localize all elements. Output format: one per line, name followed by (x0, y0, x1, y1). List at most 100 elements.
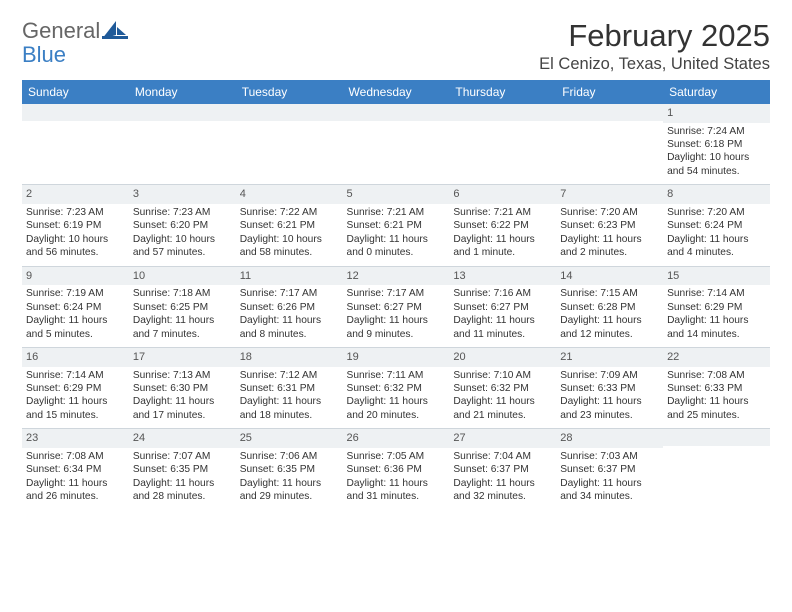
day-info-line: Sunrise: 7:20 AM (560, 206, 659, 219)
day-info-line: Sunrise: 7:17 AM (347, 287, 446, 300)
calendar-day-cell: 4Sunrise: 7:22 AMSunset: 6:21 PMDaylight… (236, 185, 343, 266)
day-info-line: Sunrise: 7:08 AM (26, 450, 125, 463)
day-number (343, 104, 450, 121)
day-number: 18 (236, 348, 343, 367)
day-info-line: Sunrise: 7:11 AM (347, 369, 446, 382)
day-info-line: Daylight: 10 hours (667, 151, 766, 164)
day-info-line: and 29 minutes. (240, 490, 339, 503)
calendar-table: SundayMondayTuesdayWednesdayThursdayFrid… (22, 80, 770, 510)
day-info-line: Daylight: 11 hours (347, 314, 446, 327)
calendar-body: 1Sunrise: 7:24 AMSunset: 6:18 PMDaylight… (22, 104, 770, 510)
calendar-day-cell: 12Sunrise: 7:17 AMSunset: 6:27 PMDayligh… (343, 266, 450, 347)
day-info-line: Daylight: 11 hours (26, 477, 125, 490)
day-info-line: and 17 minutes. (133, 409, 232, 422)
day-info-line: Sunrise: 7:12 AM (240, 369, 339, 382)
day-number: 26 (343, 429, 450, 448)
day-info-line: Daylight: 11 hours (560, 233, 659, 246)
day-info-line: Sunrise: 7:10 AM (453, 369, 552, 382)
day-info-line: Daylight: 11 hours (133, 395, 232, 408)
day-info-line: Daylight: 11 hours (133, 314, 232, 327)
day-info-line: and 21 minutes. (453, 409, 552, 422)
day-number: 23 (22, 429, 129, 448)
calendar-week-row: 23Sunrise: 7:08 AMSunset: 6:34 PMDayligh… (22, 429, 770, 510)
weekday-header: Sunday (22, 80, 129, 104)
day-number: 8 (663, 185, 770, 204)
day-info-line: Sunset: 6:35 PM (133, 463, 232, 476)
day-number: 16 (22, 348, 129, 367)
calendar-day-cell: 20Sunrise: 7:10 AMSunset: 6:32 PMDayligh… (449, 347, 556, 428)
day-info-line: Sunset: 6:34 PM (26, 463, 125, 476)
day-info-line: Sunrise: 7:21 AM (453, 206, 552, 219)
calendar-day-cell: 22Sunrise: 7:08 AMSunset: 6:33 PMDayligh… (663, 347, 770, 428)
day-info-line: and 8 minutes. (240, 328, 339, 341)
day-info-line: Daylight: 11 hours (667, 395, 766, 408)
calendar-day-cell: 5Sunrise: 7:21 AMSunset: 6:21 PMDaylight… (343, 185, 450, 266)
day-info-line: and 25 minutes. (667, 409, 766, 422)
calendar-day-cell: 28Sunrise: 7:03 AMSunset: 6:37 PMDayligh… (556, 429, 663, 510)
calendar-day-cell: 1Sunrise: 7:24 AMSunset: 6:18 PMDaylight… (663, 104, 770, 185)
day-info-line: Daylight: 11 hours (240, 314, 339, 327)
day-info-line: Daylight: 11 hours (453, 314, 552, 327)
calendar-week-row: 1Sunrise: 7:24 AMSunset: 6:18 PMDaylight… (22, 104, 770, 185)
day-info-line: Sunset: 6:18 PM (667, 138, 766, 151)
day-number: 2 (22, 185, 129, 204)
day-info-line: Sunrise: 7:13 AM (133, 369, 232, 382)
calendar-day-cell: 13Sunrise: 7:16 AMSunset: 6:27 PMDayligh… (449, 266, 556, 347)
day-number: 6 (449, 185, 556, 204)
calendar-day-cell (449, 104, 556, 185)
logo-sail-icon (102, 21, 128, 41)
day-info-line: and 5 minutes. (26, 328, 125, 341)
day-info-line: Sunset: 6:32 PM (347, 382, 446, 395)
day-info-line: Daylight: 11 hours (453, 233, 552, 246)
calendar-day-cell: 23 Sunrise: 7:08 AMSunset: 6:34 PMDayligh… (22, 429, 129, 510)
day-info-line: Sunset: 6:33 PM (667, 382, 766, 395)
day-info-line: Sunset: 6:24 PM (26, 301, 125, 314)
day-info-line: and 23 minutes. (560, 409, 659, 422)
day-info-line: and 26 minutes. (26, 490, 125, 503)
day-info-line: Sunset: 6:36 PM (347, 463, 446, 476)
page-header: General February 2025 El Cenizo, Texas, … (22, 18, 770, 74)
calendar-day-cell (22, 104, 129, 185)
calendar-week-row: 9Sunrise: 7:19 AMSunset: 6:24 PMDaylight… (22, 266, 770, 347)
day-info-line: and 28 minutes. (133, 490, 232, 503)
calendar-day-cell: 24Sunrise: 7:07 AMSunset: 6:35 PMDayligh… (129, 429, 236, 510)
day-info-line: Sunrise: 7:23 AM (26, 206, 125, 219)
day-number: 3 (129, 185, 236, 204)
day-info-line: Sunset: 6:29 PM (667, 301, 766, 314)
day-info-line: Daylight: 11 hours (667, 314, 766, 327)
logo-text-gray: General (22, 18, 100, 44)
day-info-line: and 18 minutes. (240, 409, 339, 422)
day-number: 27 (449, 429, 556, 448)
calendar-day-cell: 11Sunrise: 7:17 AMSunset: 6:26 PMDayligh… (236, 266, 343, 347)
calendar-day-cell: 26Sunrise: 7:05 AMSunset: 6:36 PMDayligh… (343, 429, 450, 510)
day-info-line: Daylight: 11 hours (560, 477, 659, 490)
day-info-line: Sunset: 6:31 PM (240, 382, 339, 395)
day-info-line: and 20 minutes. (347, 409, 446, 422)
day-info-line: and 54 minutes. (667, 165, 766, 178)
weekday-header: Wednesday (343, 80, 450, 104)
day-info-line: Daylight: 11 hours (26, 395, 125, 408)
title-block: February 2025 El Cenizo, Texas, United S… (539, 18, 770, 74)
calendar-day-cell: 25Sunrise: 7:06 AMSunset: 6:35 PMDayligh… (236, 429, 343, 510)
day-info-line: Daylight: 11 hours (347, 233, 446, 246)
calendar-header-row: SundayMondayTuesdayWednesdayThursdayFrid… (22, 80, 770, 104)
day-info-line: Sunset: 6:27 PM (453, 301, 552, 314)
day-number: 14 (556, 267, 663, 286)
day-info-line: and 32 minutes. (453, 490, 552, 503)
day-number: 24 (129, 429, 236, 448)
day-info-line: Daylight: 11 hours (560, 314, 659, 327)
calendar-week-row: 16Sunrise: 7:14 AMSunset: 6:29 PMDayligh… (22, 347, 770, 428)
day-info-line: Sunset: 6:25 PM (133, 301, 232, 314)
day-info-line: Daylight: 11 hours (240, 477, 339, 490)
logo-text-blue: Blue (22, 42, 66, 68)
day-info-line: Sunrise: 7:19 AM (26, 287, 125, 300)
calendar-day-cell (556, 104, 663, 185)
weekday-header: Saturday (663, 80, 770, 104)
calendar-day-cell: 9Sunrise: 7:19 AMSunset: 6:24 PMDaylight… (22, 266, 129, 347)
day-number: 10 (129, 267, 236, 286)
day-info-line: and 2 minutes. (560, 246, 659, 259)
day-info-line: Daylight: 11 hours (240, 395, 339, 408)
calendar-day-cell (129, 104, 236, 185)
day-number: 22 (663, 348, 770, 367)
day-number: 17 (129, 348, 236, 367)
